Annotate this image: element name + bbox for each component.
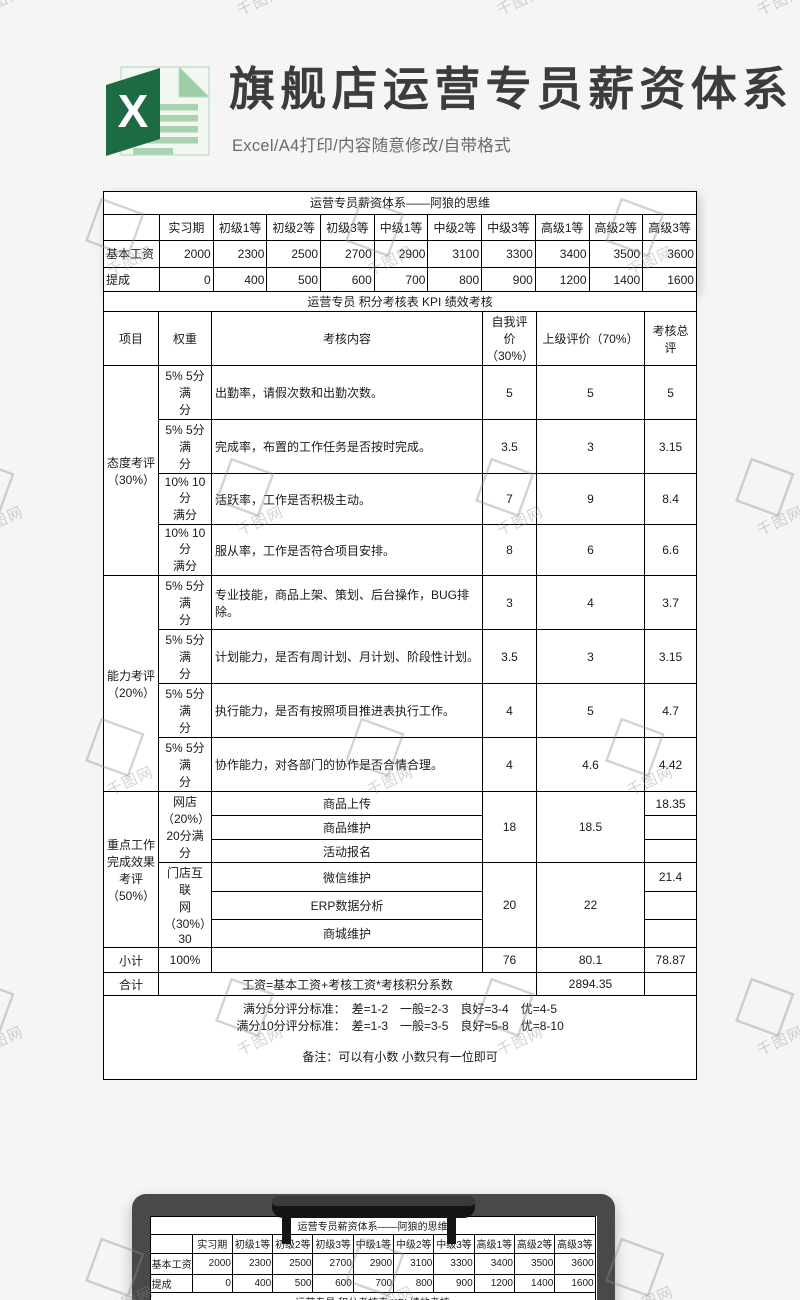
svg-text:X: X bbox=[118, 85, 149, 137]
